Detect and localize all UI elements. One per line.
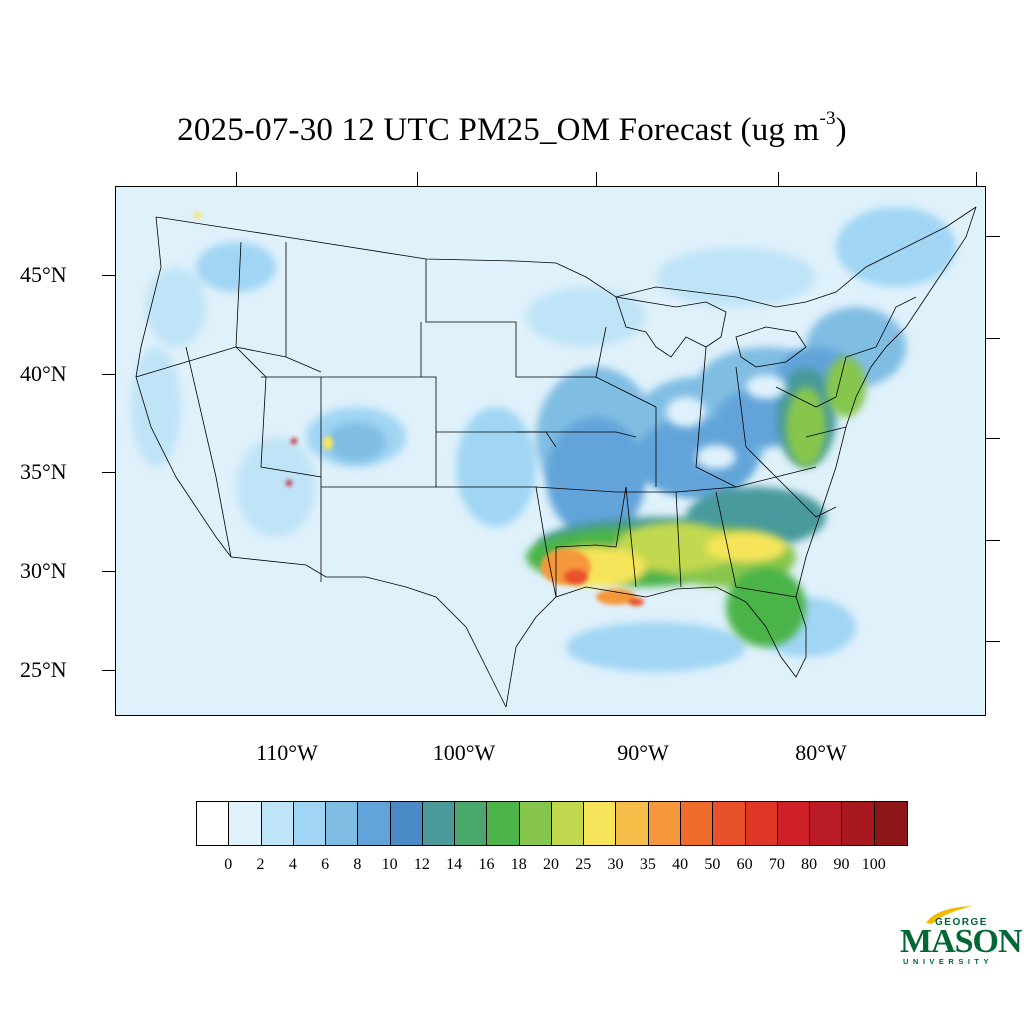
- colorbar-swatch: [326, 802, 359, 845]
- left-tick: [102, 571, 116, 572]
- colorbar-swatch: [390, 802, 423, 845]
- logo-george: GEORGE: [935, 917, 988, 928]
- right-tick: [986, 438, 1000, 439]
- top-tick: [976, 172, 977, 186]
- colorbar-swatch: [455, 802, 488, 845]
- lat-label-25n: 25°N: [20, 657, 67, 682]
- lon-label-100w: 100°W: [432, 740, 496, 765]
- low-concentration-patches: [666, 375, 786, 469]
- right-tick: [986, 236, 1000, 237]
- colorbar-swatch: [842, 802, 875, 845]
- logo-mason: MASON: [900, 923, 1023, 960]
- colorbar-label: 100: [861, 856, 886, 873]
- colorbar-swatch: [616, 802, 649, 845]
- lon-label-110w: 110°W: [256, 740, 318, 765]
- lat-label-35n: 35°N: [20, 459, 67, 484]
- colorbar-label: 80: [801, 856, 818, 873]
- top-tick: [417, 172, 418, 186]
- colorbar-label: 25: [575, 856, 592, 873]
- colorbar-swatch: [519, 802, 552, 845]
- title-main: 2025-07-30 12 UTC PM25_OM Forecast (ug m: [177, 112, 820, 148]
- lat-label-30n: 30°N: [20, 558, 67, 583]
- colorbar-label: 10: [381, 856, 398, 873]
- lat-label-45n: 45°N: [20, 262, 67, 287]
- colorbar-swatch: [261, 802, 294, 845]
- colorbar-label: 16: [478, 856, 495, 873]
- colorbar-swatch: [487, 802, 520, 845]
- colorbar-swatch: [551, 802, 585, 845]
- colorbar-swatch: [777, 802, 811, 845]
- colorbar-swatch: [584, 802, 617, 845]
- colorbar-label: 2: [256, 856, 265, 873]
- chart-title: 2025-07-30 12 UTC PM25_OM Forecast (ug m…: [0, 108, 1024, 149]
- lon-label-90w: 90°W: [617, 740, 669, 765]
- elevated-concentration-region: [526, 357, 866, 647]
- colorbar-label: 90: [833, 856, 850, 873]
- colorbar-swatch: [422, 802, 456, 845]
- colorbar-label: 60: [736, 856, 753, 873]
- lon-label-80w: 80°W: [795, 740, 847, 765]
- hotspot-region: [194, 212, 644, 606]
- left-tick: [102, 374, 116, 375]
- colorbar-swatch: [745, 802, 778, 845]
- left-tick: [102, 275, 116, 276]
- right-tick: [986, 540, 1000, 541]
- george-mason-logo: GEORGE MASON UNIVERSITY: [900, 905, 1023, 969]
- colorbar-label: 20: [543, 856, 559, 873]
- left-tick: [102, 670, 116, 671]
- logo-university: UNIVERSITY: [903, 957, 994, 966]
- colorbar-label: 35: [639, 856, 656, 873]
- colorbar-label: 18: [510, 856, 527, 873]
- colorbar-swatch: [229, 802, 262, 845]
- top-tick: [596, 172, 597, 186]
- colorbar-label: 8: [353, 856, 362, 873]
- colorbar-label: 50: [704, 856, 721, 873]
- colorbar-label: 6: [321, 856, 330, 873]
- colorbar-label: 40: [672, 856, 689, 873]
- colorbar-swatch: [197, 802, 230, 845]
- colorbar: [196, 801, 908, 846]
- colorbar-label: 0: [224, 856, 233, 873]
- colorbar-label: 14: [446, 856, 463, 873]
- colorbar-swatch: [358, 802, 391, 845]
- colorbar-swatch: [648, 802, 681, 845]
- forecast-map: [115, 186, 986, 716]
- colorbar-swatch: [874, 802, 907, 845]
- title-close: ): [835, 112, 847, 148]
- left-tick: [102, 472, 116, 473]
- colorbar-label: 12: [413, 856, 430, 873]
- title-superscript: -3: [819, 108, 836, 129]
- lat-label-40n: 40°N: [20, 361, 67, 386]
- colorbar-swatch: [293, 802, 327, 845]
- boundaries: [135, 206, 977, 708]
- logo-swoosh-icon: [926, 906, 972, 924]
- colorbar-label: 30: [607, 856, 624, 873]
- right-tick: [986, 338, 1000, 339]
- top-tick: [778, 172, 779, 186]
- map-canvas: [116, 187, 985, 715]
- colorbar-swatch: [713, 802, 746, 845]
- colorbar-label: 4: [288, 856, 297, 873]
- colorbar-label: 70: [768, 856, 785, 873]
- colorbar-swatch: [680, 802, 714, 845]
- right-tick: [986, 641, 1000, 642]
- top-tick: [236, 172, 237, 186]
- colorbar-swatch: [810, 802, 843, 845]
